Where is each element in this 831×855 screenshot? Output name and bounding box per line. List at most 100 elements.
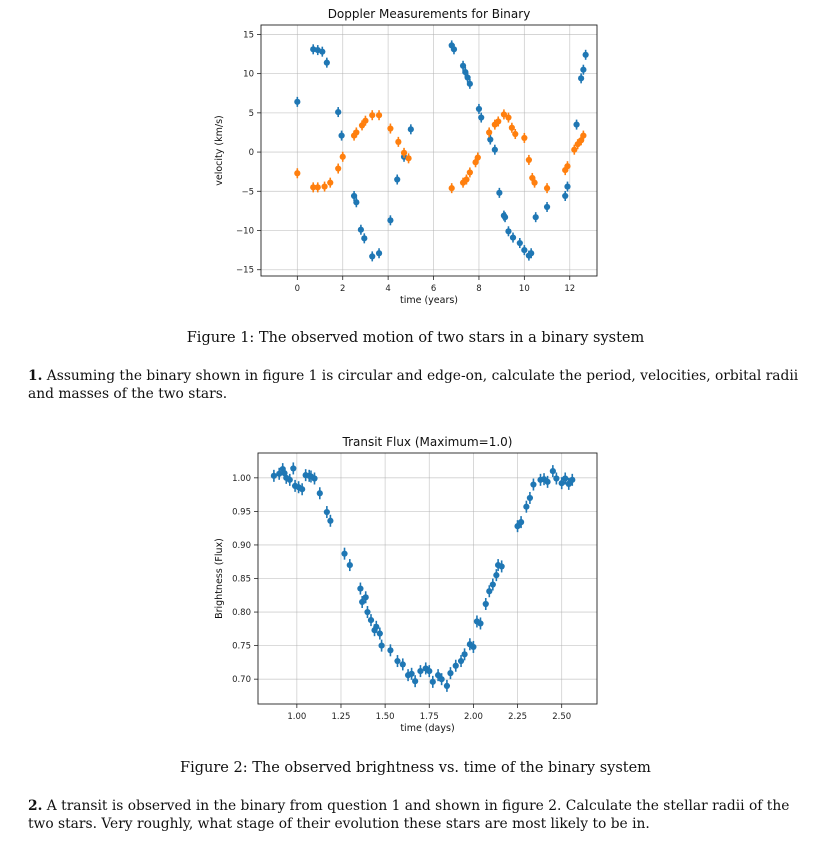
data-point: [321, 183, 328, 190]
x-tick-label: 2: [340, 284, 345, 294]
data-point: [434, 672, 442, 679]
data-point: [450, 46, 458, 53]
data-point: [512, 130, 519, 138]
data-point: [486, 588, 493, 595]
data-point: [463, 176, 470, 183]
data-point: [573, 121, 580, 128]
data-point: [461, 651, 468, 658]
data-point: [270, 472, 277, 479]
data-point: [327, 179, 334, 186]
data-point: [294, 170, 301, 177]
data-point: [369, 112, 376, 119]
data-point: [447, 670, 454, 677]
question-1-number: 1.: [28, 368, 43, 384]
x-tick-label: 8: [476, 284, 481, 294]
y-tick-label: 10: [243, 70, 254, 80]
data-point: [387, 647, 394, 654]
data-point: [562, 192, 569, 200]
data-point: [517, 519, 525, 526]
data-point: [327, 517, 334, 524]
y-tick-label: 0: [249, 148, 254, 158]
x-tick-label: 2.50: [552, 712, 571, 722]
question-1: 1. Assuming the binary shown in figure 1…: [28, 367, 818, 403]
data-point: [474, 154, 481, 161]
data-point: [482, 600, 489, 608]
x-tick-label: 1.00: [287, 712, 306, 722]
data-point: [338, 132, 345, 139]
y-tick-label: 0.95: [232, 507, 251, 517]
data-point: [378, 642, 385, 649]
data-point: [399, 661, 406, 668]
data-point: [477, 620, 484, 627]
data-point: [357, 585, 364, 592]
x-axis-label: time (years): [400, 295, 458, 306]
data-point: [346, 561, 353, 569]
data-point: [500, 111, 508, 118]
data-point: [525, 156, 532, 164]
data-point: [394, 176, 401, 183]
data-point: [544, 478, 551, 485]
data-point: [362, 594, 369, 601]
data-point: [516, 239, 523, 247]
data-point: [375, 112, 383, 119]
data-point: [395, 138, 402, 145]
data-point: [508, 124, 515, 131]
data-point: [394, 657, 401, 665]
data-point: [523, 503, 530, 510]
data-point: [376, 630, 383, 637]
data-point: [400, 149, 408, 156]
data-point: [478, 114, 485, 121]
data-point: [353, 199, 360, 206]
data-point: [452, 662, 459, 669]
data-point: [448, 185, 455, 192]
question-2-text: A transit is observed in the binary from…: [28, 798, 790, 832]
question-2-number: 2.: [28, 798, 43, 814]
y-axis-label: Brightness (Flux): [214, 538, 225, 619]
data-point: [530, 481, 537, 488]
data-point: [357, 226, 364, 233]
y-tick-label: 0.90: [232, 541, 251, 551]
data-point: [532, 214, 539, 221]
x-tick-label: 6: [431, 284, 436, 294]
data-point: [521, 247, 528, 254]
data-point: [491, 146, 498, 153]
data-point: [373, 623, 380, 630]
x-tick-label: 1.25: [332, 712, 351, 722]
y-tick-label: 1.00: [232, 474, 251, 484]
data-point: [505, 114, 512, 121]
data-point: [562, 475, 569, 482]
figure2-caption: Figure 2: The observed brightness vs. ti…: [180, 760, 651, 776]
data-point: [412, 678, 419, 685]
data-point: [509, 234, 517, 241]
question-2: 2. A transit is observed in the binary f…: [28, 797, 818, 833]
data-point: [405, 155, 412, 162]
y-tick-label: −5: [241, 187, 254, 197]
y-tick-label: 0.85: [232, 575, 251, 585]
data-point: [311, 475, 318, 482]
data-point: [369, 253, 376, 260]
plot-frame: [260, 24, 598, 277]
x-tick-label: 2.25: [508, 712, 527, 722]
data-point: [543, 203, 551, 211]
data-point: [294, 98, 301, 105]
x-tick-label: 10: [519, 284, 530, 294]
data-point: [543, 185, 551, 192]
data-point: [339, 153, 346, 160]
data-point: [359, 598, 366, 606]
data-point: [526, 494, 534, 502]
data-point: [501, 214, 509, 221]
data-point: [514, 523, 521, 530]
x-tick-label: 1.50: [376, 712, 395, 722]
data-point: [582, 51, 589, 58]
x-tick-label: 12: [564, 284, 575, 294]
y-tick-label: 5: [249, 109, 254, 119]
data-point: [466, 80, 473, 87]
x-tick-label: 0: [295, 284, 300, 294]
data-point: [549, 468, 556, 475]
data-point: [521, 134, 528, 142]
data-point: [475, 105, 483, 113]
data-point: [457, 657, 465, 665]
data-point: [335, 108, 342, 116]
data-point: [429, 678, 436, 685]
data-point: [580, 66, 587, 73]
